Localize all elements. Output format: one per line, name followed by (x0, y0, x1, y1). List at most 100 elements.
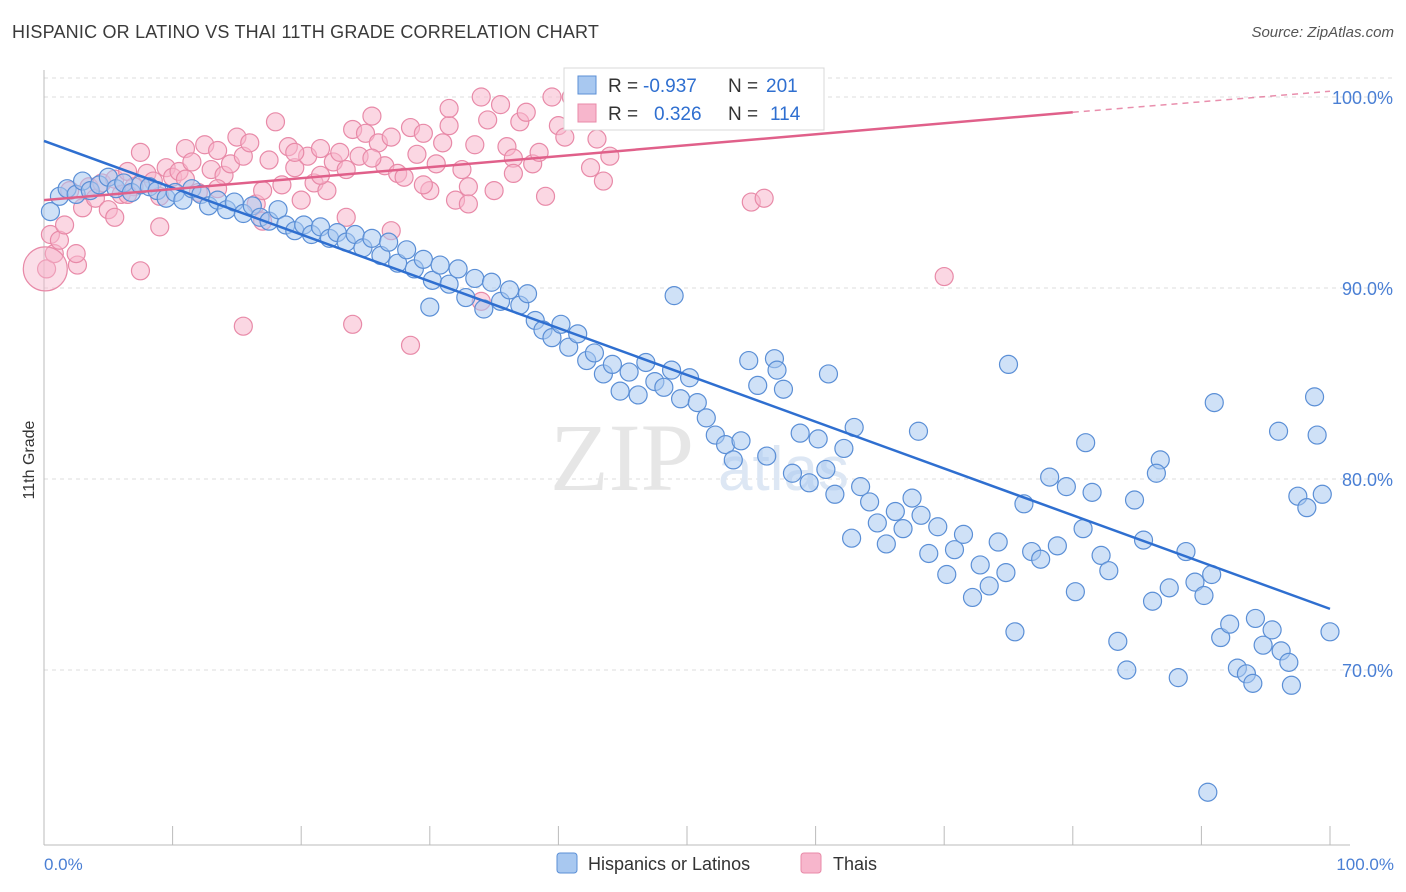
hispanics-point (996, 562, 1016, 583)
hispanics-point (1297, 498, 1317, 518)
hispanics-point (885, 501, 905, 522)
thais-point (265, 112, 286, 132)
chart-title: HISPANIC OR LATINO VS THAI 11TH GRADE CO… (12, 22, 600, 42)
hispanics-point (988, 532, 1008, 552)
thais-point (330, 142, 350, 162)
hispanics-point (696, 408, 716, 428)
hispanics-point (1159, 578, 1179, 598)
hispanics-point (919, 543, 939, 564)
hispanics-point (1198, 782, 1218, 802)
hispanics-point (1204, 393, 1224, 413)
thais-point (516, 102, 536, 122)
thais-point (130, 142, 151, 162)
hispanics-point (670, 389, 691, 409)
trend-line-hispanics (43, 139, 1331, 611)
stats-r-label-pink: R = (608, 104, 638, 125)
thais-point (413, 123, 433, 143)
thais-point (291, 190, 311, 210)
stats-r-value-blue: -0.937 (643, 76, 697, 97)
trend-line-thais-extrapolated (1072, 90, 1331, 114)
thais-point (542, 87, 562, 107)
hispanics-point (825, 484, 845, 504)
thais-point-large (22, 246, 68, 292)
hispanics-point (551, 314, 571, 334)
hispanics-point (1082, 482, 1102, 502)
stats-n-label-blue: N = (728, 76, 758, 97)
thais-point (66, 244, 86, 264)
thais-point (381, 127, 401, 147)
hispanics-point (654, 377, 674, 397)
hispanics-point (979, 576, 999, 596)
hispanics-point (757, 446, 777, 466)
hispanics-point (1142, 591, 1163, 611)
hispanics-point (1040, 467, 1060, 487)
y-axis-label: 11th Grade (21, 420, 38, 499)
hispanics-point (1076, 433, 1096, 453)
hispanics-point (928, 517, 948, 537)
thais-point (285, 142, 305, 162)
thais-point (490, 95, 511, 115)
hispanics-point (816, 459, 836, 480)
hispanics-point (664, 286, 684, 306)
thais-point (253, 180, 273, 201)
hispanics-point (542, 328, 562, 348)
hispanics-point (944, 540, 965, 560)
thais-point (465, 135, 485, 155)
thais-point (934, 266, 954, 287)
hispanics-point (902, 488, 922, 508)
thais-point (259, 150, 279, 170)
legend-label-hispanics: Hispanics or Latinos (588, 854, 750, 874)
series-legend: Hispanics or Latinos Thais (556, 852, 877, 874)
hispanics-point (362, 228, 382, 248)
thais-point (208, 140, 228, 161)
hispanics-point (731, 431, 751, 451)
thais-point (503, 163, 523, 183)
hispanics-point (723, 450, 743, 470)
hispanics-point (1099, 561, 1119, 581)
hispanics-point (413, 249, 433, 269)
hispanics-point (465, 268, 485, 289)
hispanics-point (1056, 477, 1076, 497)
hispanics-point (834, 438, 854, 459)
hispanics-point (379, 232, 399, 252)
thais-point (105, 207, 125, 227)
hispanics-point (1211, 627, 1231, 648)
stats-n-value-blue: 201 (766, 76, 798, 97)
hispanics-point (420, 297, 440, 317)
hispanics-point (851, 477, 871, 497)
source-credit: Source: ZipAtlas.com (1251, 24, 1394, 41)
hispanics-point (1262, 620, 1282, 640)
thais-point (407, 144, 427, 164)
hispanics-point (584, 343, 605, 363)
x-axis-ticks (43, 826, 1331, 845)
hispanics-point (1281, 675, 1302, 695)
hispanics-point (739, 350, 759, 371)
hispanics-point (1307, 425, 1327, 445)
hispanics-point (860, 492, 880, 512)
thais-point (182, 152, 202, 172)
hispanics-point (1320, 622, 1340, 642)
hispanics-point (40, 202, 61, 222)
hispanics-point (1146, 463, 1166, 483)
thais-point (587, 129, 607, 149)
hispanics-point (876, 534, 896, 554)
hispanics-point (998, 354, 1019, 374)
thais-point (593, 171, 614, 191)
stats-n-value-pink: 114 (770, 104, 801, 125)
thais-point (336, 207, 356, 227)
hispanics-point (937, 564, 957, 585)
thais-point (484, 180, 504, 201)
thais-point (150, 217, 170, 237)
hispanics-point (499, 280, 520, 300)
hispanics-point (602, 354, 623, 374)
hispanics-point (1117, 660, 1137, 680)
hispanics-point (628, 385, 648, 405)
hispanics-point (1194, 585, 1214, 606)
hispanics-point (908, 421, 929, 441)
hispanics-point (268, 200, 288, 220)
thais-point (130, 261, 151, 281)
hispanics-point (1124, 490, 1145, 510)
y-tick-label: 80.0% (1342, 470, 1393, 490)
hispanics-point (1312, 484, 1332, 504)
y-tick-label: 100.0% (1332, 88, 1393, 108)
